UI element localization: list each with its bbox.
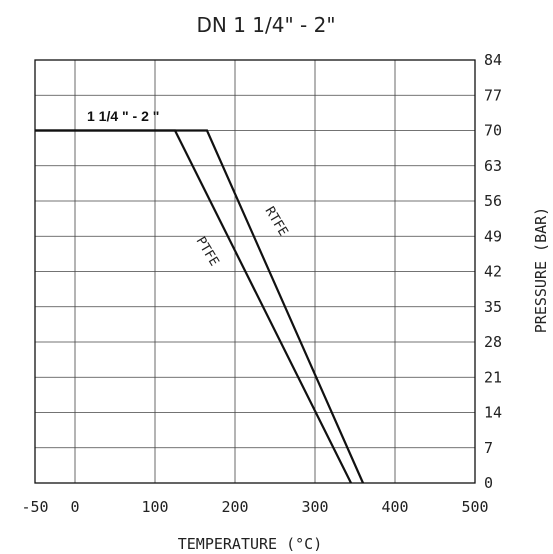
series-label-ptfe: PTFE xyxy=(193,234,222,269)
series-layer xyxy=(35,129,365,484)
y-tick-label-10: 70 xyxy=(484,122,502,140)
y-tick-label-1: 7 xyxy=(484,439,493,457)
x-tick-label-3: 200 xyxy=(221,498,248,516)
x-tick-label-2: 100 xyxy=(141,498,168,516)
y-tick-labels: 0 7 14 21 28 35 42 49 56 63 70 77 84 xyxy=(484,51,502,492)
x-axis-label: TEMPERATURE (°C) xyxy=(178,535,323,553)
y-tick-label-9: 63 xyxy=(484,157,502,175)
y-axis-label: PRESSURE (BAR) xyxy=(532,207,550,333)
y-tick-label-5: 35 xyxy=(484,298,502,316)
x-tick-labels: -50 0 100 200 300 400 500 xyxy=(21,498,488,516)
y-tick-label-6: 42 xyxy=(484,263,502,281)
plot-frame xyxy=(34,59,476,484)
y-tick-label-3: 21 xyxy=(484,368,502,386)
y-tick-label-0: 0 xyxy=(484,474,493,492)
y-tick-label-11: 77 xyxy=(484,86,502,104)
y-tick-label-8: 56 xyxy=(484,192,502,210)
x-tick-label-4: 300 xyxy=(301,498,328,516)
y-tick-label-4: 28 xyxy=(484,333,502,351)
x-tick-label-0: -50 xyxy=(21,498,48,516)
x-tick-label-1: 0 xyxy=(70,498,79,516)
size-label: 1 1/4 " - 2 " xyxy=(87,108,159,124)
y-tick-label-7: 49 xyxy=(484,227,502,245)
x-tick-label-5: 400 xyxy=(381,498,408,516)
series-label-rtfe: RTFE xyxy=(262,204,291,239)
y-tick-label-2: 14 xyxy=(484,404,502,422)
x-tick-label-6: 500 xyxy=(461,498,488,516)
grid xyxy=(34,59,476,484)
series-line-ptfe xyxy=(35,129,352,484)
y-tick-label-12: 84 xyxy=(484,51,502,69)
chart-title: DN 1 1/4" - 2" xyxy=(196,13,335,37)
